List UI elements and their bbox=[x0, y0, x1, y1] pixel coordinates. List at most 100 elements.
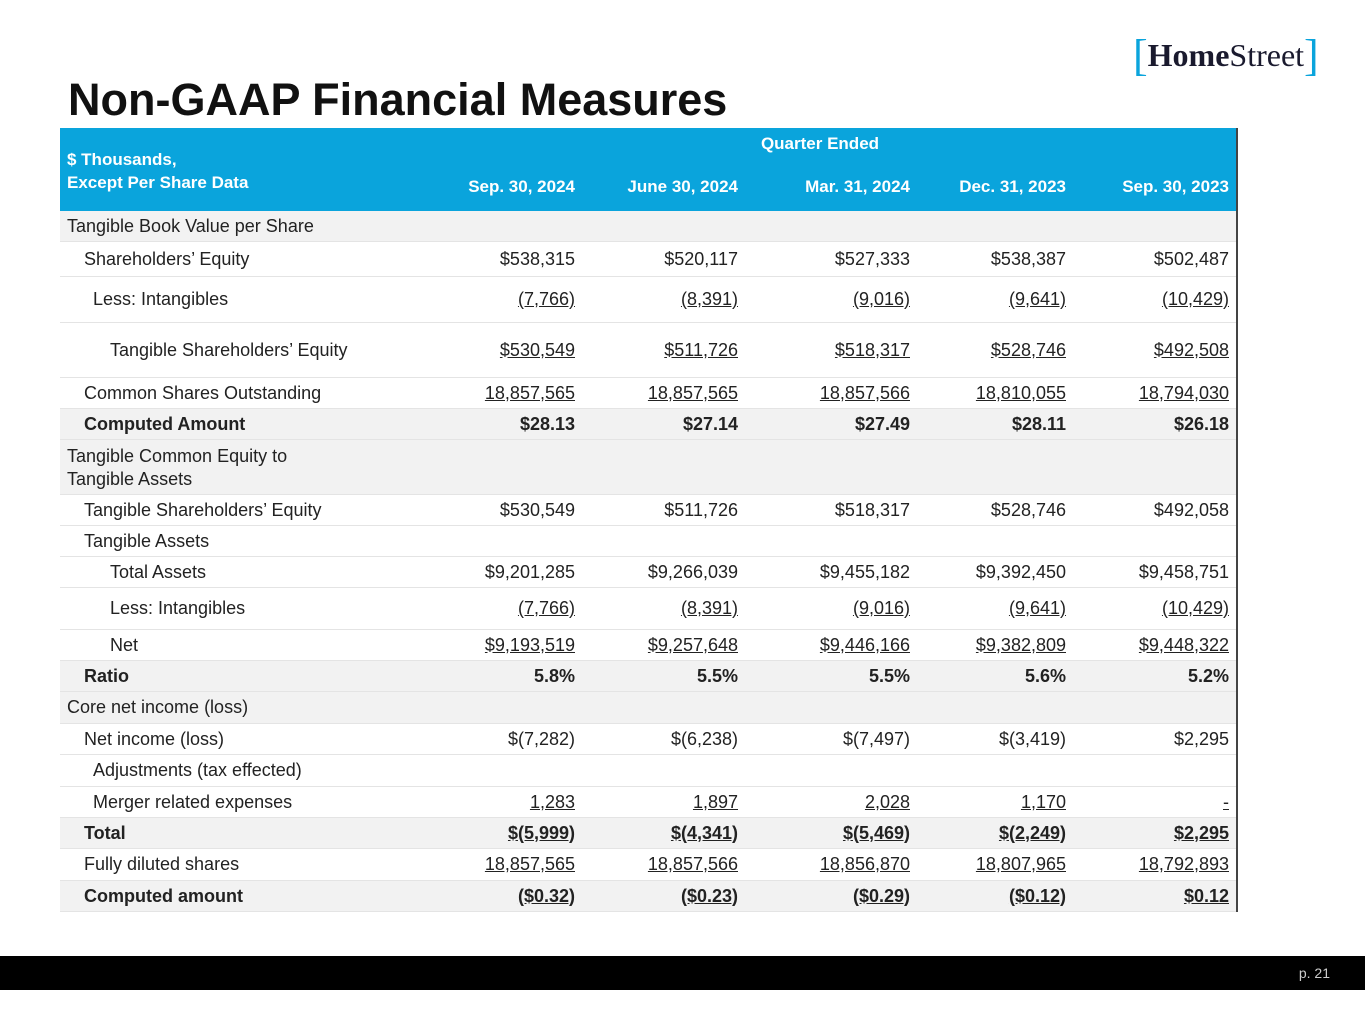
value-cell: $9,392,450 bbox=[975, 561, 1066, 582]
value-cell: $538,315 bbox=[499, 248, 575, 269]
value-cell: 18,794,030 bbox=[1138, 382, 1229, 403]
row-label: Merger related expenses bbox=[93, 791, 293, 812]
table-row bbox=[60, 849, 1236, 881]
row-label: Tangible Book Value per Share bbox=[67, 215, 314, 236]
table-row bbox=[60, 724, 1236, 755]
table-row bbox=[60, 409, 1236, 440]
value-cell: - bbox=[1223, 791, 1229, 812]
value-cell: $(3,419) bbox=[998, 728, 1066, 749]
value-cell: 18,792,893 bbox=[1138, 854, 1229, 874]
value-cell: ($0.23) bbox=[680, 885, 738, 906]
column-header: Sep. 30, 2023 bbox=[1122, 177, 1229, 196]
corner-label: $ Thousands, bbox=[67, 150, 177, 169]
footer-bar bbox=[0, 956, 1365, 990]
value-cell: $(5,469) bbox=[842, 822, 910, 843]
table-row bbox=[60, 557, 1236, 588]
value-cell: $(5,999) bbox=[507, 822, 575, 843]
value-cell: $9,382,809 bbox=[975, 634, 1066, 655]
row-label: Shareholders’ Equity bbox=[84, 248, 250, 269]
value-cell: (7,766) bbox=[517, 598, 575, 618]
table-row bbox=[60, 211, 1236, 242]
column-header: Mar. 31, 2024 bbox=[805, 177, 910, 196]
value-cell: $527,333 bbox=[834, 248, 910, 269]
group-label: Quarter Ended bbox=[760, 134, 880, 153]
logo-bold: Home bbox=[1147, 37, 1230, 73]
row-label: Net income (loss) bbox=[84, 728, 225, 749]
value-cell: $(7,497) bbox=[842, 728, 910, 749]
value-cell: $2,295 bbox=[1173, 822, 1229, 843]
value-cell: 2,028 bbox=[864, 791, 910, 812]
page-number: p. 21 bbox=[1298, 965, 1330, 981]
value-cell: (10,429) bbox=[1161, 598, 1229, 618]
value-cell: 5.6% bbox=[1024, 665, 1066, 686]
row-label: Tangible Shareholders’ Equity bbox=[84, 499, 322, 520]
value-cell: 1,897 bbox=[692, 791, 738, 812]
value-cell: 5.5% bbox=[868, 665, 910, 686]
value-cell: ($0.12) bbox=[1008, 885, 1066, 906]
value-cell: 18,810,055 bbox=[975, 382, 1066, 403]
value-cell: (8,391) bbox=[680, 289, 738, 309]
value-cell: 18,857,566 bbox=[647, 854, 738, 874]
value-cell: (9,641) bbox=[1008, 289, 1066, 309]
row-label: Core net income (loss) bbox=[67, 697, 249, 717]
column-header: Dec. 31, 2023 bbox=[959, 177, 1066, 196]
row-label: Less: Intangibles bbox=[110, 598, 246, 618]
value-cell: $27.49 bbox=[854, 413, 910, 434]
row-label: Less: Intangibles bbox=[93, 289, 229, 309]
value-cell: 18,857,565 bbox=[484, 854, 575, 874]
value-cell: $492,508 bbox=[1153, 339, 1229, 360]
value-cell: 5.2% bbox=[1187, 665, 1229, 686]
value-cell: 5.8% bbox=[533, 665, 575, 686]
value-cell: (7,766) bbox=[517, 289, 575, 309]
row-label: Common Shares Outstanding bbox=[84, 382, 322, 403]
row-label: Tangible Common Equity to Tangible Asset… bbox=[67, 446, 288, 489]
row-label: Tangible Assets bbox=[84, 530, 210, 551]
value-cell: 5.5% bbox=[696, 665, 738, 686]
corner-label: Except Per Share Data bbox=[67, 173, 249, 192]
value-cell: $528,746 bbox=[990, 339, 1066, 360]
table-row bbox=[60, 630, 1236, 661]
value-cell: (9,016) bbox=[852, 289, 910, 309]
table-row bbox=[60, 378, 1236, 409]
table-row bbox=[60, 277, 1236, 323]
value-cell: $9,201,285 bbox=[484, 561, 575, 582]
table-row bbox=[60, 661, 1236, 692]
value-cell: $9,266,039 bbox=[647, 561, 738, 582]
value-cell: $9,193,519 bbox=[484, 634, 575, 655]
table-row bbox=[60, 787, 1236, 818]
table-row bbox=[60, 242, 1236, 277]
value-cell: ($0.32) bbox=[517, 885, 575, 906]
title: Non-GAAP Financial Measures bbox=[68, 74, 728, 125]
table-row bbox=[60, 755, 1236, 787]
value-cell: $28.11 bbox=[1011, 413, 1066, 434]
value-cell: $530,549 bbox=[499, 339, 575, 360]
row-label: Adjustments (tax effected) bbox=[93, 760, 302, 780]
value-cell: $9,448,322 bbox=[1138, 634, 1229, 655]
value-cell: $492,058 bbox=[1153, 499, 1229, 520]
table-row bbox=[60, 818, 1236, 849]
value-cell: $9,446,166 bbox=[819, 634, 910, 655]
value-cell: 18,857,565 bbox=[647, 382, 738, 403]
row-label: Net bbox=[110, 634, 139, 655]
value-cell: $(4,341) bbox=[670, 822, 738, 843]
column-header: June 30, 2024 bbox=[627, 177, 738, 196]
logo: [HomeStreet] bbox=[1133, 31, 1319, 80]
value-cell: $518,317 bbox=[834, 339, 910, 360]
value-cell: 1,283 bbox=[529, 791, 575, 812]
value-cell: (9,016) bbox=[852, 598, 910, 618]
value-cell: 18,807,965 bbox=[975, 854, 1066, 874]
value-cell: $538,387 bbox=[990, 248, 1066, 269]
value-cell: $2,295 bbox=[1173, 728, 1229, 749]
table-row bbox=[60, 323, 1236, 378]
value-cell: 18,857,565 bbox=[484, 382, 575, 403]
logo-regular: Street bbox=[1229, 37, 1305, 73]
value-cell: (8,391) bbox=[680, 598, 738, 618]
value-cell: (10,429) bbox=[1161, 289, 1229, 309]
table-row bbox=[60, 495, 1236, 526]
table-row bbox=[60, 526, 1236, 557]
table-row bbox=[60, 692, 1236, 724]
value-cell: $511,726 bbox=[664, 499, 738, 520]
value-cell: $28.13 bbox=[519, 413, 575, 434]
table-row bbox=[60, 588, 1236, 630]
